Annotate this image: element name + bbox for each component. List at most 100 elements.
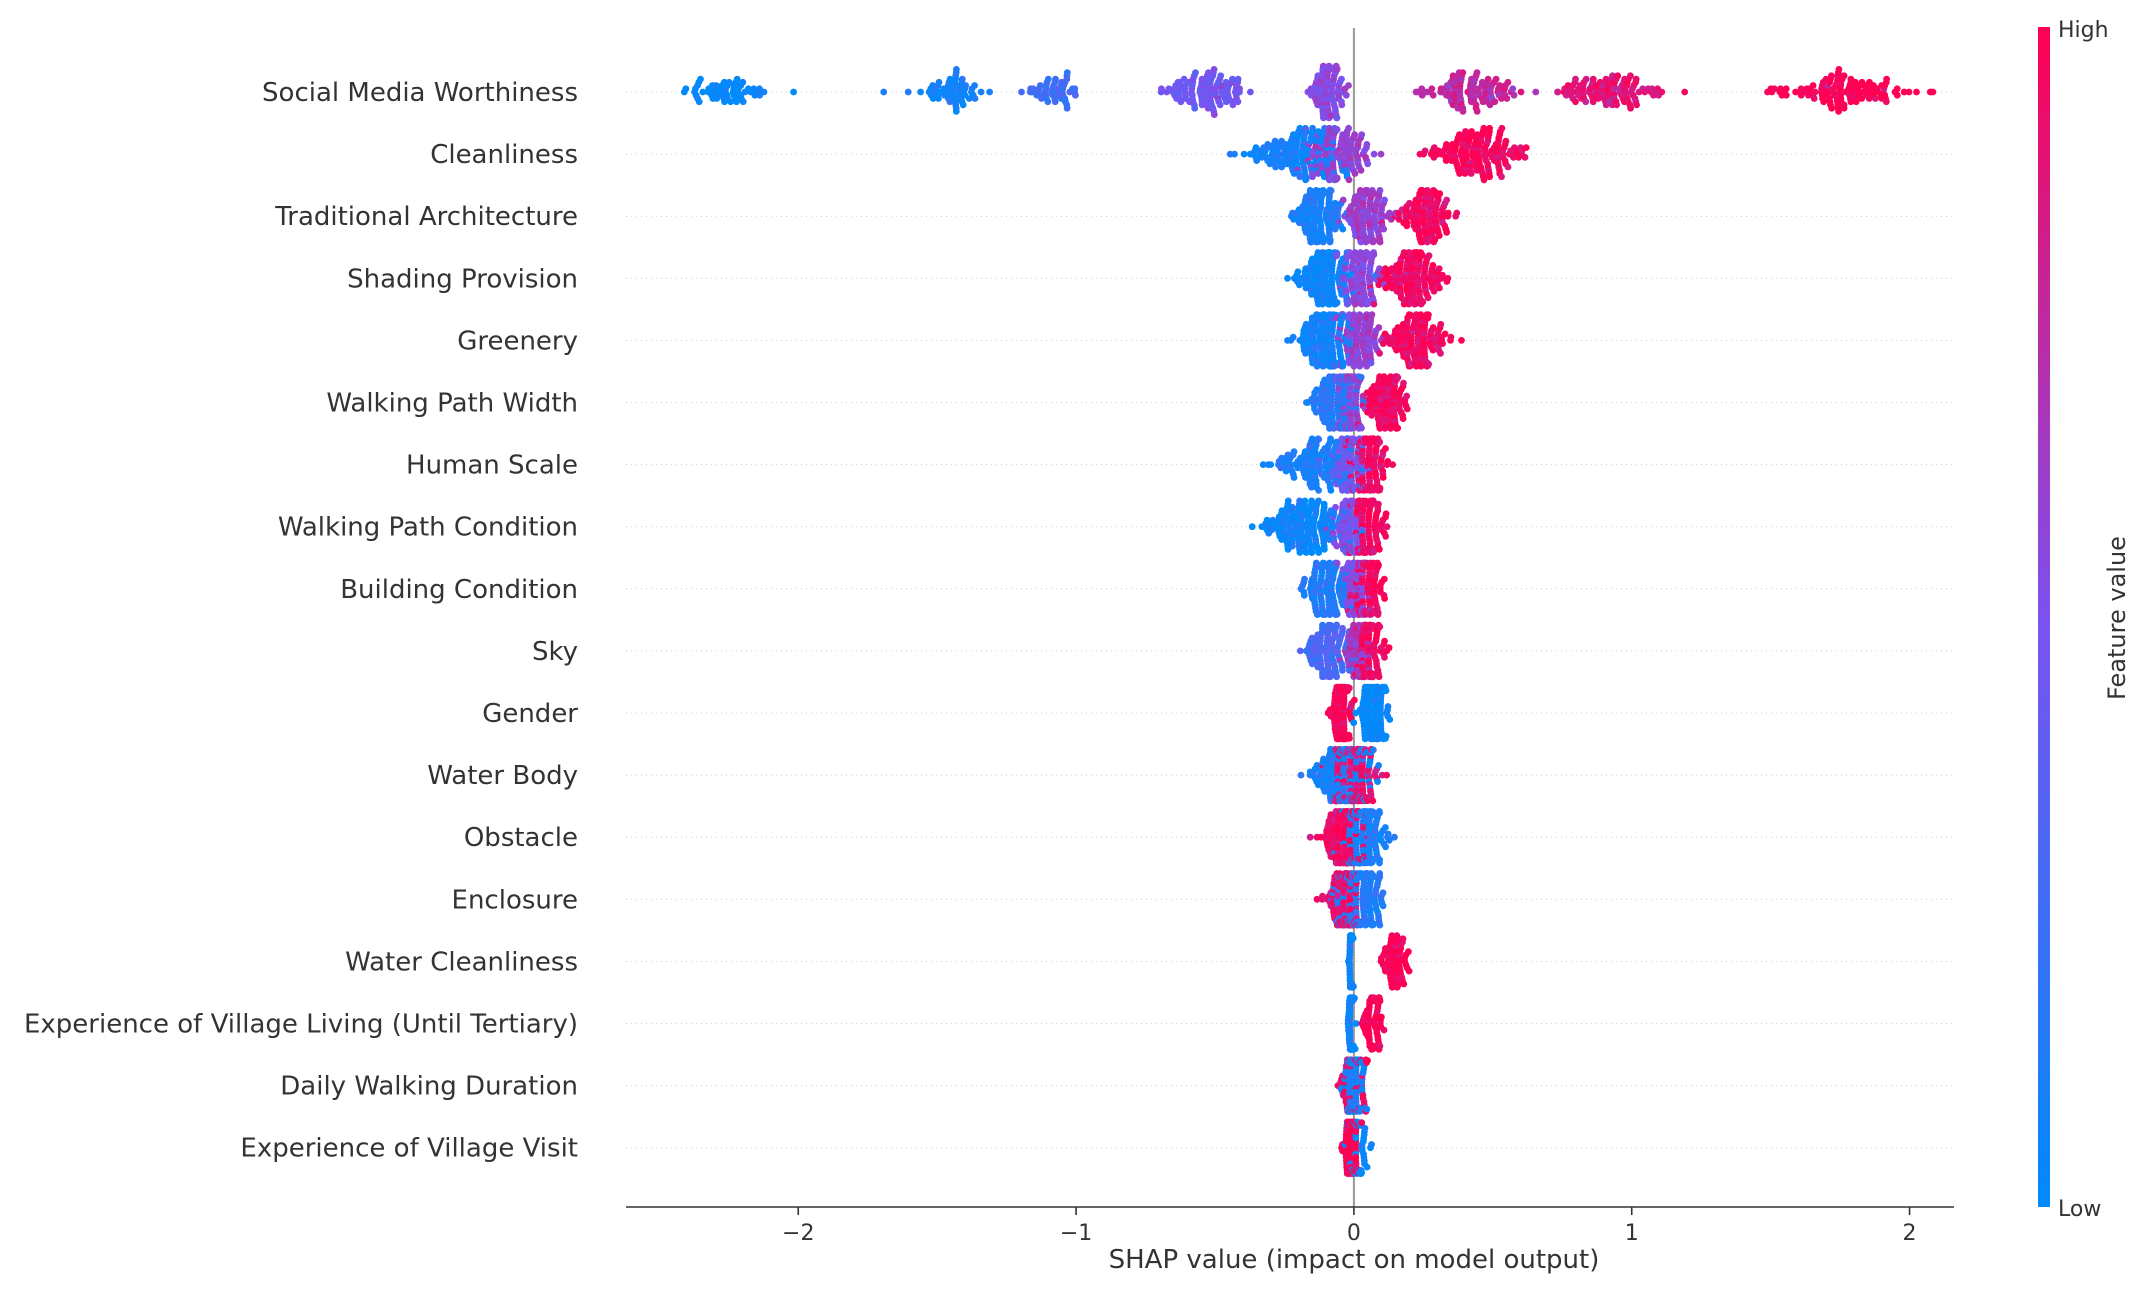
shap-point: [1018, 89, 1025, 96]
shap-point: [1334, 299, 1341, 306]
shap-point: [1841, 105, 1848, 112]
shap-point: [1504, 95, 1511, 102]
shap-point: [1339, 667, 1346, 674]
shap-point: [1403, 393, 1410, 400]
shap-point: [1459, 69, 1466, 76]
shap-point: [1321, 501, 1328, 508]
shap-point: [1436, 232, 1443, 239]
shap-point: [1444, 275, 1451, 282]
shap-point: [1380, 474, 1387, 481]
shap-point: [1383, 687, 1390, 694]
shap-point: [1913, 89, 1920, 96]
shap-point: [1345, 125, 1352, 132]
shap-point: [1315, 436, 1322, 443]
shap-point: [1505, 79, 1512, 86]
shap-point: [1633, 76, 1640, 83]
shap-point: [1328, 487, 1335, 494]
shap-point: [1052, 76, 1059, 83]
shap-point: [1485, 76, 1492, 83]
shap-point: [1376, 546, 1383, 553]
shap-point: [1384, 523, 1391, 530]
shap-point: [1375, 562, 1382, 569]
shap-point: [1436, 190, 1443, 197]
shap-point: [1906, 89, 1913, 96]
shap-point: [1511, 92, 1518, 99]
shap-point: [1681, 89, 1688, 96]
shap-point: [1364, 141, 1371, 148]
shap-point: [1340, 197, 1347, 204]
shap-point: [1425, 311, 1432, 318]
shap-point: [1404, 406, 1411, 413]
shap-point: [740, 98, 747, 105]
shap-point: [1297, 648, 1304, 655]
shap-point: [1345, 82, 1352, 89]
shap-point: [1437, 321, 1444, 328]
shap-point: [1443, 197, 1450, 204]
shap-point: [1369, 311, 1376, 318]
shap-point: [1369, 798, 1376, 805]
shap-point: [1291, 448, 1298, 455]
shap-point: [1333, 673, 1340, 680]
shap-point: [1841, 72, 1848, 79]
shap-point: [1303, 176, 1310, 183]
shap-point: [1333, 622, 1340, 629]
shap-point: [917, 89, 924, 96]
shap-point: [1350, 719, 1357, 726]
shap-point: [1523, 144, 1530, 151]
shap-point: [1340, 313, 1347, 320]
shap-point: [1235, 76, 1242, 83]
shap-point: [1307, 834, 1314, 841]
shap-point: [1289, 543, 1296, 550]
shap-point: [960, 102, 967, 109]
shap-point: [953, 108, 960, 115]
shap-point: [1894, 92, 1901, 99]
shap-point: [1486, 125, 1493, 132]
shap-point: [1381, 654, 1388, 661]
shap-point: [1315, 487, 1322, 494]
shap-point: [1381, 576, 1388, 583]
shap-point: [1385, 703, 1392, 710]
shap-point: [1334, 65, 1341, 72]
shap-point: [1386, 716, 1393, 723]
shap-point: [1448, 334, 1455, 341]
shap-point: [1236, 85, 1243, 92]
shap-point: [1491, 98, 1498, 105]
shap-point: [1374, 778, 1381, 785]
shap-point: [1522, 154, 1529, 161]
shap-point: [1498, 173, 1505, 180]
shap-point: [1436, 265, 1443, 272]
shap-point: [1453, 210, 1460, 217]
shap-point: [1375, 324, 1382, 331]
shap-point: [1377, 187, 1384, 194]
shap-point: [1443, 229, 1450, 236]
shap-point: [1358, 425, 1365, 432]
shap-point: [1555, 89, 1562, 96]
shap-point: [1231, 151, 1238, 158]
shap-point: [1321, 546, 1328, 553]
shap-point: [1364, 160, 1371, 167]
shap-point: [1428, 85, 1435, 92]
shap-point: [1572, 98, 1579, 105]
shap-point: [1315, 549, 1322, 556]
shap-point: [1380, 226, 1387, 233]
shap-point: [1235, 98, 1242, 105]
shap-point: [1217, 102, 1224, 109]
shap-point: [971, 82, 978, 89]
shap-point: [1334, 114, 1341, 121]
shap-point: [1377, 239, 1384, 246]
shap-point: [1191, 105, 1198, 112]
shap-point: [1376, 350, 1383, 357]
shap-point: [1394, 425, 1401, 432]
shap-point: [1474, 108, 1481, 115]
shap-point: [1503, 138, 1510, 145]
shap-point: [1828, 72, 1835, 79]
shap-point: [1436, 285, 1443, 292]
shap-point: [1474, 69, 1481, 76]
shap-point: [953, 66, 960, 73]
shap-point: [1343, 92, 1350, 99]
shap-point: [905, 89, 912, 96]
shap-point: [1872, 95, 1879, 102]
shap-point: [1302, 498, 1309, 505]
shap-point: [1375, 609, 1382, 616]
shap-point: [1339, 625, 1346, 632]
